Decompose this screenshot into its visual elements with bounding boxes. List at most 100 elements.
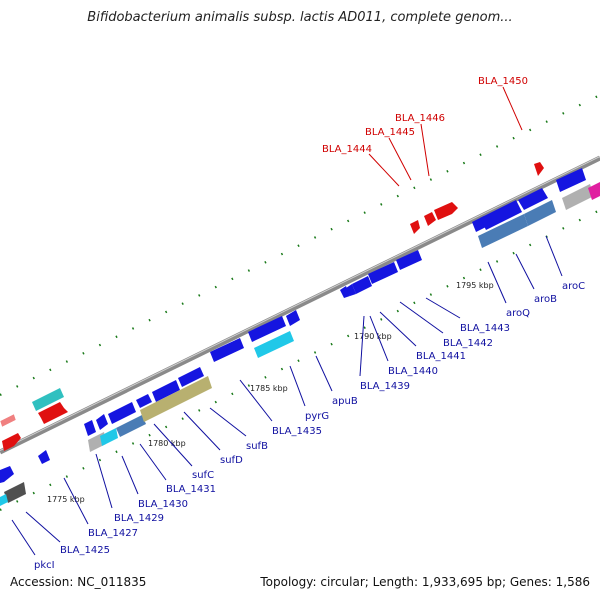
gene-label-sufb[interactable]: sufB — [246, 441, 268, 452]
gene-label-bla_1430[interactable]: BLA_1430 — [138, 499, 188, 510]
gene-rev-blue-e[interactable] — [108, 402, 136, 424]
gene-fwd-red-5[interactable] — [424, 212, 436, 226]
gene-label-sufd[interactable]: sufD — [220, 455, 243, 466]
label-connector — [183, 411, 221, 451]
label-connector — [25, 511, 61, 543]
label-connector — [11, 519, 36, 556]
inner-guide — [0, 209, 600, 511]
gene-label-bla_1427[interactable]: BLA_1427 — [88, 528, 138, 539]
gene-label-bla_1441[interactable]: BLA_1441 — [416, 351, 466, 362]
label-connector — [369, 315, 389, 362]
scale-tick-label: 1775 kbp — [47, 495, 85, 504]
gene-fwd-red-1[interactable] — [0, 413, 17, 428]
gene-label-bla_1445[interactable]: BLA_1445 — [365, 127, 415, 138]
gene-label-bla_1440[interactable]: BLA_1440 — [388, 366, 438, 377]
scale-tick-label: 1780 kbp — [148, 439, 186, 448]
label-connector — [502, 86, 523, 131]
gene-label-bla_1443[interactable]: BLA_1443 — [460, 323, 510, 334]
scale-tick-label: 1785 kbp — [250, 384, 288, 393]
gene-rev-cyan-c[interactable] — [254, 331, 294, 358]
topology-summary: Topology: circular; Length: 1,933,695 bp… — [260, 575, 590, 589]
gene-rev-dark[interactable] — [4, 482, 26, 503]
gene-rev-magenta[interactable] — [588, 182, 600, 200]
gene-label-bla_1442[interactable]: BLA_1442 — [443, 338, 493, 349]
label-connector — [388, 137, 412, 181]
gene-label-arob[interactable]: aroB — [534, 294, 557, 305]
gene-rev-blue-f[interactable] — [136, 394, 152, 408]
gene-fwd-red-3[interactable] — [38, 402, 68, 424]
gene-rev-blue-a[interactable] — [0, 466, 14, 483]
gene-fwd-red-6[interactable] — [434, 202, 458, 220]
gene-label-pkci[interactable]: pkcI — [34, 560, 55, 571]
gene-label-sufc[interactable]: sufC — [192, 470, 214, 481]
gene-label-bla_1431[interactable]: BLA_1431 — [166, 484, 216, 495]
gene-rev-blue-r[interactable] — [480, 200, 522, 230]
accession-label: Accession: NC_011835 — [10, 575, 147, 589]
gene-rev-blue-n[interactable] — [352, 276, 372, 294]
label-connector — [153, 423, 193, 467]
gene-label-apub[interactable]: apuB — [332, 396, 358, 407]
scale-ticks: 1775 kbp 1780 kbp 1785 kbp 1790 kbp 1795 kbp — [47, 281, 494, 504]
gene-rev-blue-h[interactable] — [178, 367, 204, 387]
label-connector — [545, 235, 563, 277]
label-connector — [399, 301, 444, 334]
gene-rev-blue-c[interactable] — [84, 420, 96, 436]
label-connector — [209, 407, 247, 437]
gene-rev-olive[interactable] — [140, 376, 212, 422]
reverse-strand-genes — [0, 168, 600, 506]
label-connector — [359, 315, 365, 377]
label-connector — [425, 297, 461, 319]
gene-label-bla_1435[interactable]: BLA_1435 — [272, 426, 322, 437]
gene-label-bla_1444[interactable]: BLA_1444 — [322, 144, 372, 155]
gene-fwd-teal[interactable] — [32, 388, 64, 411]
label-connector — [315, 355, 333, 392]
reverse-labels: pkcI BLA_1425 BLA_1427 BLA_1429 BLA_1430 BLA_… — [11, 235, 585, 571]
gene-rev-blue-o[interactable] — [368, 262, 398, 284]
label-connector — [487, 261, 507, 304]
label-connector — [515, 253, 535, 290]
gene-rev-gray-b[interactable] — [562, 184, 594, 210]
label-connector — [63, 477, 89, 525]
gene-rev-blue-d[interactable] — [96, 414, 108, 430]
scale-tick-label: 1790 kbp — [354, 332, 392, 341]
label-connector — [289, 365, 306, 407]
gene-label-pyrg[interactable]: pyrG — [305, 411, 329, 422]
gene-rev-blue-b[interactable] — [38, 450, 50, 464]
label-connector — [379, 311, 417, 347]
gene-rev-blue-s[interactable] — [518, 188, 548, 210]
forward-strand-genes — [0, 162, 544, 451]
map-title: Bifidobacterium animalis subsp. lactis A… — [87, 10, 513, 25]
scale-tick-label: 1795 kbp — [456, 281, 494, 290]
gene-rev-blue-k[interactable] — [286, 310, 300, 326]
gene-rev-blue-l[interactable] — [340, 286, 350, 298]
label-connector — [95, 453, 113, 509]
gene-rev-steel-c[interactable] — [524, 200, 556, 226]
gene-rev-cyan-b[interactable] — [100, 428, 118, 446]
gene-fwd-red-4[interactable] — [410, 220, 420, 234]
gene-label-aroq[interactable]: aroQ — [506, 308, 530, 319]
gene-fwd-red-2[interactable] — [2, 433, 21, 451]
gene-rev-blue-j[interactable] — [248, 316, 286, 342]
gene-rev-steel-a[interactable] — [116, 415, 146, 437]
gene-label-bla_1439[interactable]: BLA_1439 — [360, 381, 410, 392]
forward-labels: BLA_1444 BLA_1445 BLA_1446 BLA_1450 — [322, 76, 528, 187]
gene-label-bla_1450[interactable]: BLA_1450 — [478, 76, 528, 87]
gene-fwd-red-7[interactable] — [534, 162, 544, 176]
label-connector — [139, 443, 167, 481]
gene-rev-blue-i[interactable] — [210, 338, 244, 362]
gene-rev-blue-m[interactable] — [346, 284, 356, 296]
genome-backbone-highlight — [0, 156, 600, 451]
gene-label-aroc[interactable]: aroC — [562, 281, 585, 292]
gene-rev-steel-b[interactable] — [478, 214, 528, 248]
gene-rev-blue-g[interactable] — [152, 380, 180, 402]
gene-label-bla_1425[interactable]: BLA_1425 — [60, 545, 110, 556]
genome-backbone — [0, 155, 600, 455]
gene-label-bla_1446[interactable]: BLA_1446 — [395, 113, 445, 124]
gene-label-bla_1429[interactable]: BLA_1429 — [114, 513, 164, 524]
gene-rev-cyan-a[interactable] — [0, 494, 8, 506]
gene-rev-blue-p[interactable] — [396, 250, 422, 270]
label-connector — [121, 455, 139, 495]
outer-guide — [0, 94, 600, 396]
gene-rev-blue-t[interactable] — [556, 168, 586, 192]
